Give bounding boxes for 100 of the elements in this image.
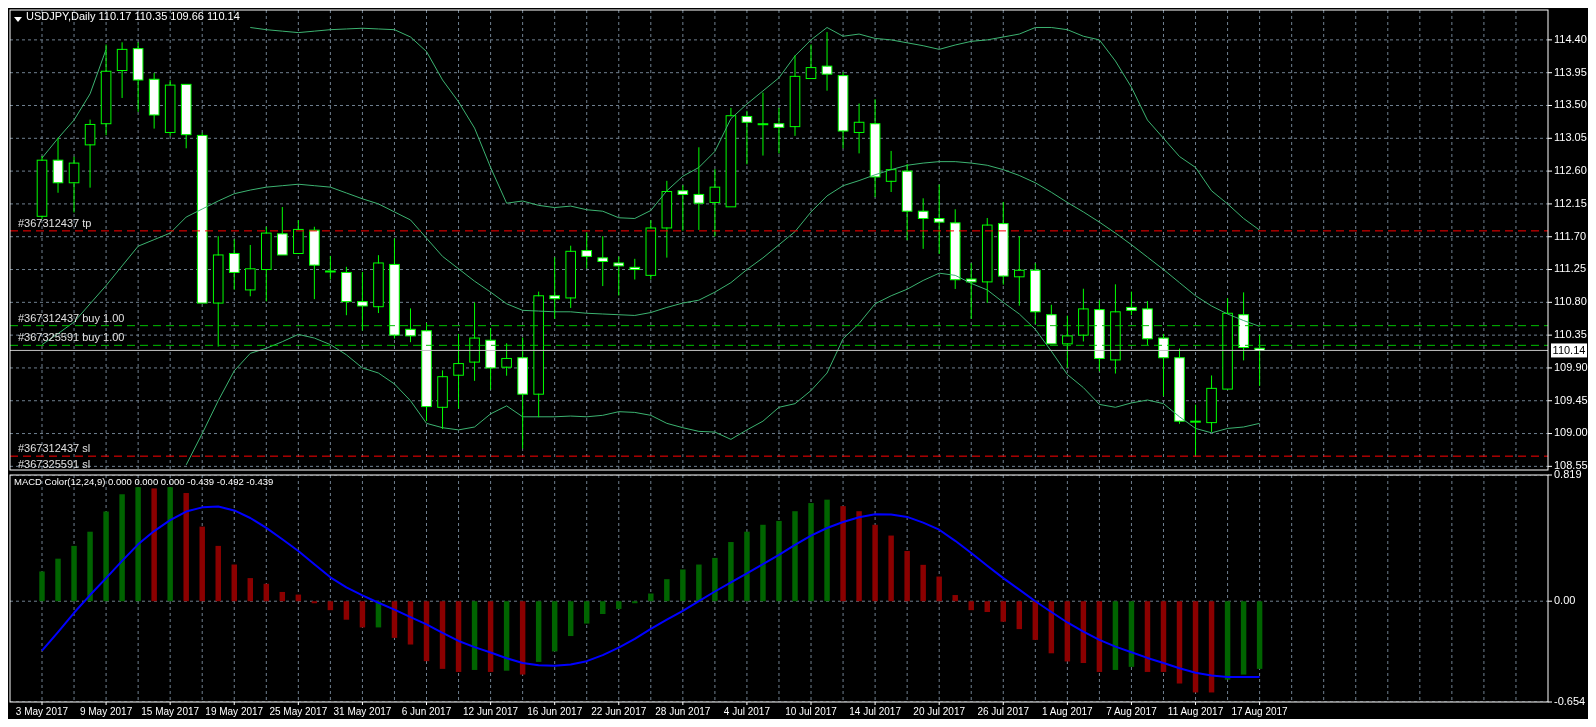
y-tick-label: 114.40 — [1554, 32, 1587, 45]
candlestick — [725, 107, 737, 208]
candlestick — [565, 245, 577, 308]
bar — [1192, 601, 1199, 693]
bar — [311, 601, 318, 604]
x-tick-label: 3 May 2017 — [15, 706, 69, 717]
candlestick — [789, 55, 801, 136]
bar — [984, 601, 990, 612]
bar — [167, 487, 173, 602]
ref-line-label: #367312437 buy 1.00 — [18, 311, 125, 324]
y-tick-label: -0.654 — [1554, 694, 1586, 707]
x-tick-label: 1 Aug 2017 — [1042, 706, 1094, 717]
bar — [231, 564, 237, 602]
candlestick — [421, 322, 432, 421]
bar — [952, 595, 958, 602]
candlestick — [1062, 315, 1073, 368]
candlestick — [597, 236, 609, 287]
candlestick — [965, 263, 977, 319]
candlestick — [581, 232, 593, 269]
y-tick-label: 113.50 — [1554, 98, 1587, 111]
candlestick — [901, 164, 913, 241]
candlestick — [709, 169, 721, 237]
candlestick — [293, 220, 304, 254]
y-tick-label: 113.95 — [1554, 65, 1587, 78]
bar — [792, 511, 798, 602]
x-tick-label: 20 Jul 2017 — [913, 706, 966, 717]
candlestick — [1046, 304, 1057, 345]
candlestick — [1158, 333, 1169, 397]
x-tick-label: 12 Jun 2017 — [463, 706, 519, 717]
bar — [728, 542, 734, 602]
bar — [103, 511, 109, 602]
candlestick — [629, 258, 641, 280]
bar — [279, 591, 286, 602]
bar — [327, 601, 334, 611]
bar — [151, 488, 157, 602]
candlestick — [773, 107, 785, 154]
bar — [1144, 601, 1151, 672]
bar — [1208, 601, 1215, 693]
candlestick — [260, 226, 272, 302]
bar — [1224, 601, 1231, 680]
candlestick — [645, 220, 657, 280]
y-tick-label: 109.90 — [1554, 360, 1588, 373]
candlestick — [1190, 404, 1201, 456]
candlestick — [869, 99, 881, 198]
bar — [55, 558, 61, 602]
bar — [600, 601, 606, 614]
line-series — [185, 272, 1261, 466]
candlestick — [677, 185, 689, 231]
candlestick — [517, 337, 528, 449]
candlestick — [549, 257, 560, 319]
bar — [808, 503, 814, 602]
bar — [551, 601, 558, 652]
candlestick — [84, 119, 96, 188]
candlestick — [533, 291, 544, 418]
candlestick — [277, 207, 288, 256]
candlestick — [485, 328, 496, 390]
candlestick — [212, 236, 224, 347]
bar — [968, 601, 974, 611]
candlestick — [1142, 301, 1153, 346]
candlestick — [180, 83, 192, 149]
candlestick — [1110, 284, 1121, 374]
ref-line-label: #367312437 sl — [18, 442, 91, 455]
y-tick-label: 109.00 — [1554, 426, 1588, 439]
candlestick — [341, 266, 352, 316]
bar — [936, 576, 942, 602]
candlestick — [741, 110, 753, 165]
candlestick — [1126, 291, 1137, 316]
candlestick — [853, 103, 865, 154]
candlestick — [917, 198, 929, 249]
y-tick-label: 113.05 — [1554, 131, 1587, 144]
candlestick — [453, 333, 464, 409]
x-tick-label: 22 Jun 2017 — [591, 706, 647, 717]
ref-line-label: 110.14 — [1552, 344, 1586, 357]
bar — [664, 579, 670, 602]
x-tick-label: 26 Jul 2017 — [977, 706, 1030, 717]
bar — [359, 601, 366, 628]
candlestick — [309, 226, 320, 300]
candlestick — [1238, 292, 1249, 361]
candlestick — [501, 343, 512, 376]
chart-title: MACD Color(12,24,9) 0.000 0.000 0.000 -0.439 -0.492 -0.439 — [14, 476, 274, 487]
x-tick-label: 7 Aug 2017 — [1106, 706, 1158, 717]
candlestick — [100, 44, 112, 136]
x-tick-label: 15 May 2017 — [141, 706, 200, 717]
y-tick-label: 111.70 — [1554, 229, 1587, 242]
candlestick — [1094, 300, 1105, 372]
x-tick-label: 11 Aug 2017 — [1167, 706, 1224, 717]
candlestick — [357, 271, 368, 331]
candlestick — [116, 42, 128, 98]
bar — [712, 557, 718, 602]
candlestick — [693, 147, 705, 230]
bar — [744, 531, 750, 602]
bar — [1000, 601, 1006, 622]
y-tick-label: 112.60 — [1554, 164, 1587, 177]
bar — [1240, 601, 1247, 675]
bar — [1016, 601, 1023, 630]
bar — [471, 601, 478, 670]
candlestick — [389, 238, 400, 339]
bar — [119, 494, 125, 602]
bar — [840, 506, 846, 602]
x-tick-label: 10 Jul 2017 — [785, 706, 838, 717]
